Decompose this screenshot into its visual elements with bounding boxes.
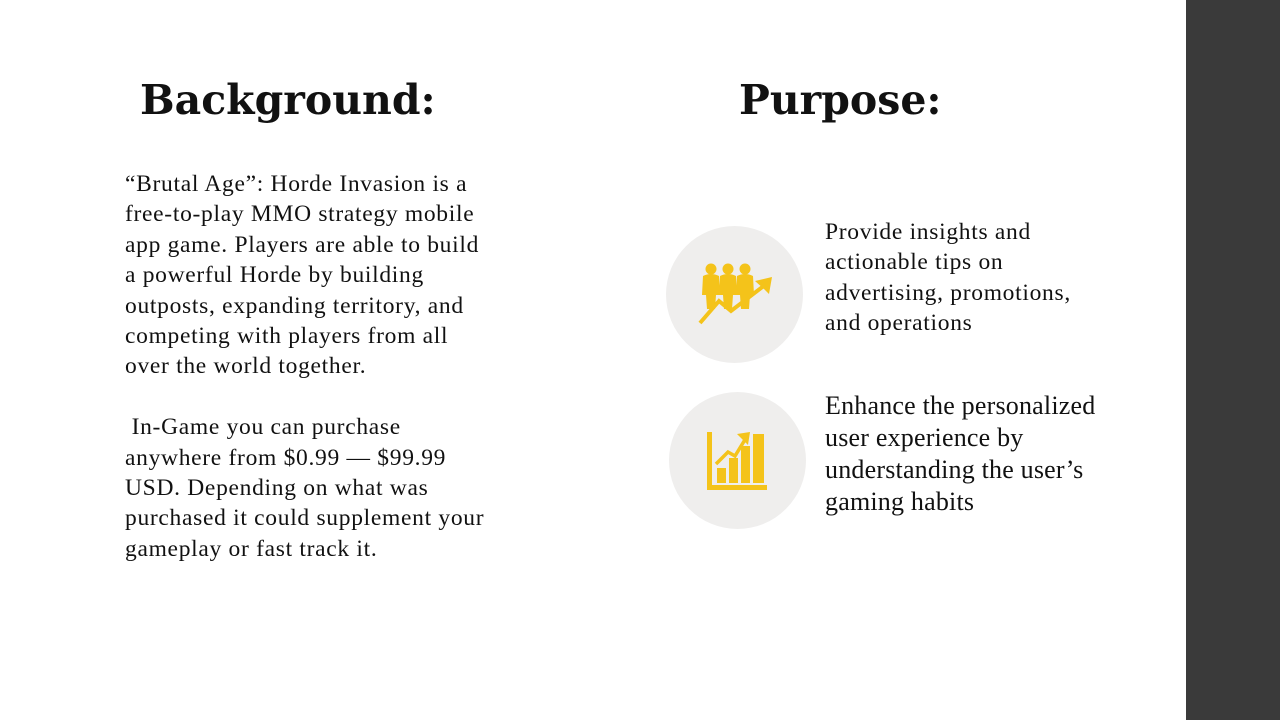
background-heading: Background:	[140, 76, 436, 124]
purpose-item-2-text: Enhance the personalized user experience…	[825, 391, 1096, 516]
purpose-item-1-text: Provide insights and actionable tips on …	[825, 219, 1071, 337]
purpose-heading: Purpose:	[739, 76, 942, 124]
side-accent-bar	[1186, 0, 1280, 720]
background-text-block: “Brutal Age”: Horde Invasion is a free-t…	[125, 169, 565, 564]
purpose-item-2-icon-circle	[669, 392, 806, 529]
team-growth-icon	[697, 263, 772, 324]
bar-chart-growth-icon	[706, 431, 767, 490]
purpose-item-1-icon-circle	[666, 226, 803, 363]
background-paragraph-game-description: “Brutal Age”: Horde Invasion is a free-t…	[125, 171, 480, 380]
background-paragraph-in-game-purchases: In-Game you can purchase anywhere from $…	[125, 414, 485, 562]
